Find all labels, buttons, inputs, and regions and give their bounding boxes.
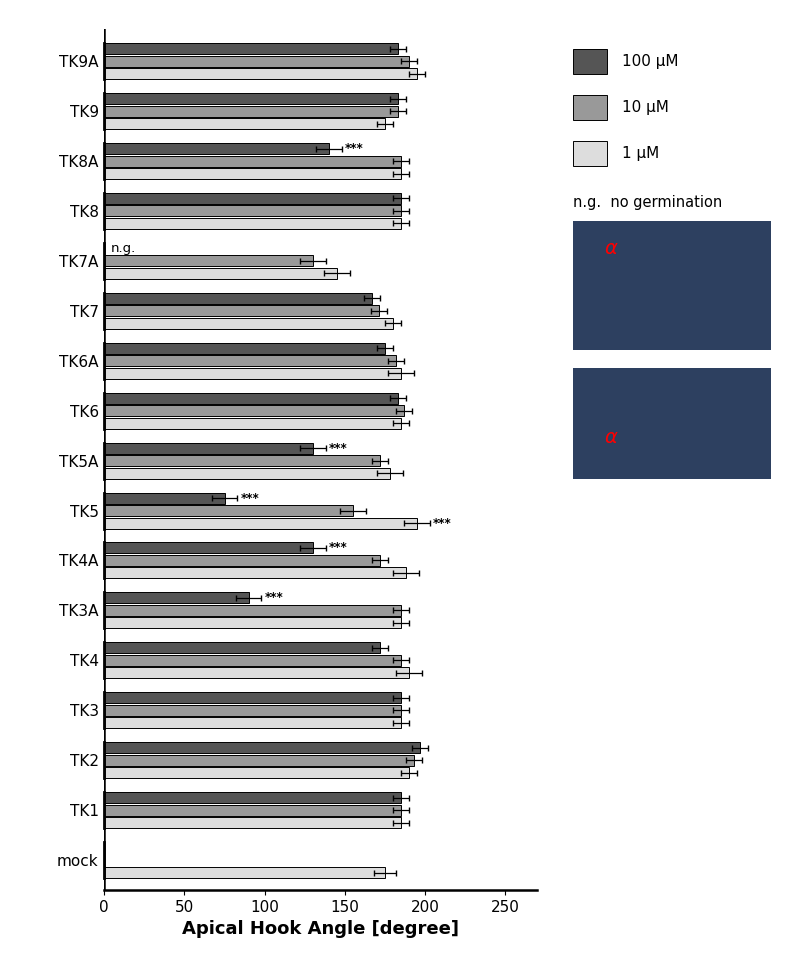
Bar (104, 456, 380, 466)
Bar (104, 206, 401, 216)
Bar (104, 617, 401, 629)
Bar (104, 392, 398, 404)
Text: ***: *** (265, 591, 283, 605)
X-axis label: Apical Hook Angle [degree]: Apical Hook Angle [degree] (182, 921, 460, 938)
Bar (104, 717, 401, 728)
Text: 100 μM: 100 μM (622, 54, 678, 69)
Bar (104, 168, 401, 179)
Bar (104, 268, 337, 278)
Bar (104, 692, 401, 703)
Bar (104, 105, 398, 117)
Bar (104, 93, 398, 104)
Bar (104, 468, 390, 478)
Text: ***: *** (345, 142, 363, 155)
Bar (104, 417, 401, 429)
Bar (104, 592, 249, 604)
Text: ***: *** (241, 492, 259, 504)
Text: ***: *** (433, 517, 452, 529)
Bar (104, 642, 380, 654)
Bar (104, 443, 313, 454)
Text: n.g.: n.g. (111, 242, 136, 255)
Bar (104, 343, 385, 354)
Text: 1 μM: 1 μM (622, 145, 658, 161)
Bar (104, 867, 385, 878)
Bar (104, 555, 380, 566)
FancyBboxPatch shape (573, 49, 607, 75)
Bar (104, 543, 313, 553)
Bar (104, 293, 372, 303)
Bar (104, 305, 379, 317)
Bar (104, 505, 353, 516)
Bar (104, 805, 401, 815)
Bar (104, 405, 404, 416)
Bar (104, 667, 409, 679)
Bar (104, 355, 396, 367)
FancyBboxPatch shape (573, 221, 771, 350)
Bar (104, 568, 406, 578)
FancyBboxPatch shape (573, 141, 607, 167)
Bar (104, 605, 401, 616)
Bar (104, 118, 385, 129)
Text: α: α (605, 239, 618, 258)
Bar (104, 68, 417, 79)
Bar (104, 43, 398, 55)
Text: α: α (605, 428, 618, 447)
Text: ***: *** (329, 441, 347, 455)
Bar (104, 755, 414, 766)
Bar (104, 56, 409, 67)
Bar (104, 792, 401, 803)
Text: ***: *** (329, 542, 347, 554)
Bar (104, 704, 401, 716)
Bar (104, 218, 401, 229)
Bar (104, 518, 417, 528)
Text: 10 μM: 10 μM (622, 100, 668, 115)
Bar (104, 156, 401, 167)
FancyBboxPatch shape (573, 368, 771, 478)
Text: n.g.  no germination: n.g. no germination (573, 195, 723, 211)
Bar (104, 768, 409, 778)
Bar (104, 817, 401, 828)
Bar (104, 367, 401, 379)
Bar (104, 193, 401, 204)
Bar (104, 318, 393, 329)
FancyBboxPatch shape (573, 95, 607, 121)
Bar (104, 493, 225, 503)
Bar (104, 743, 420, 753)
Bar (104, 143, 329, 154)
Bar (104, 655, 401, 666)
Bar (104, 256, 313, 266)
